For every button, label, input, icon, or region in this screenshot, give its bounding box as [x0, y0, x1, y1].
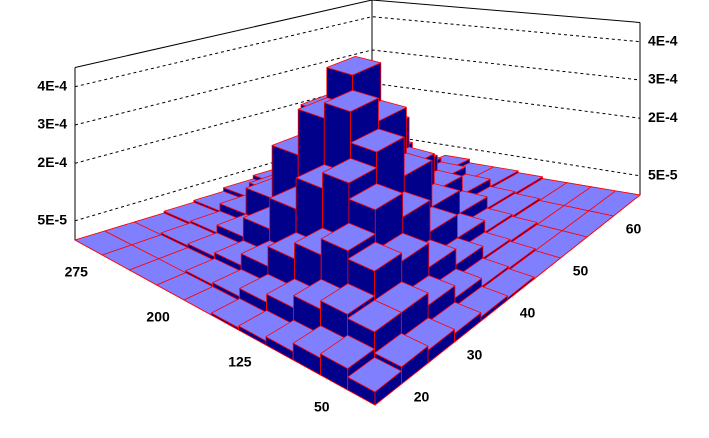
x-tick-label: 275	[65, 264, 89, 280]
wall-top	[74, 0, 641, 68]
z-tick-label: 2E-4	[648, 109, 678, 125]
bar-top	[348, 183, 404, 211]
z-tick-label: 5E-5	[648, 167, 678, 183]
y-tick-label: 60	[626, 221, 642, 237]
bar-top	[347, 299, 402, 333]
y-tick-label: 50	[573, 263, 589, 279]
bar-top	[320, 283, 376, 315]
bar-top	[323, 89, 379, 112]
bar-top	[374, 332, 429, 368]
bar-top	[347, 356, 402, 393]
x-tick-label: 125	[228, 354, 252, 370]
z-tick-label: 5E-5	[37, 212, 67, 228]
bar-top	[350, 128, 405, 153]
z-tick-label: 3E-4	[37, 116, 67, 132]
bar-top	[347, 241, 403, 272]
y-tick-label: 30	[467, 347, 483, 363]
grid-line	[74, 132, 641, 222]
x-tick-label: 200	[146, 309, 170, 325]
z-tick-label: 3E-4	[648, 71, 678, 87]
bar-top	[320, 334, 375, 370]
y-tick-label: 20	[414, 389, 430, 405]
bar-top	[322, 157, 378, 184]
z-tick-label: 4E-4	[37, 77, 67, 93]
bar-top	[326, 56, 382, 76]
y-tick-label: 40	[520, 305, 536, 321]
z-tick-label: 4E-4	[648, 32, 678, 48]
z-tick-label: 2E-4	[37, 154, 67, 170]
x-tick-label: 50	[314, 399, 330, 415]
bar-top	[320, 222, 376, 252]
grid-line	[74, 49, 641, 126]
